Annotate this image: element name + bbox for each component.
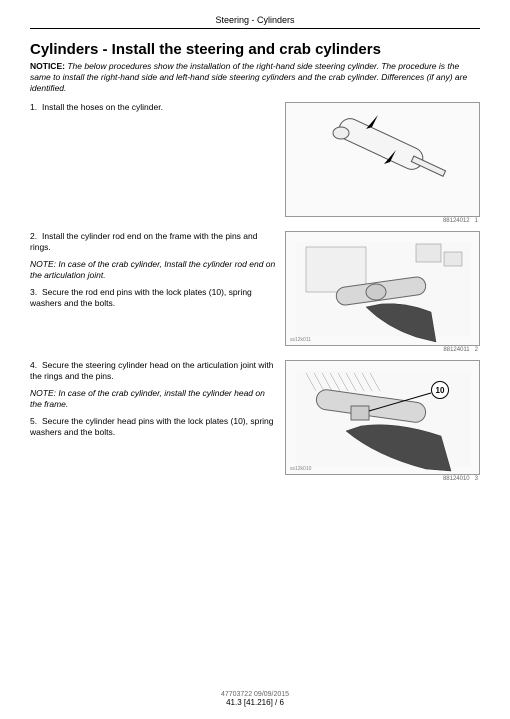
note-2-text: In case of the crab cylinder, install th… [30,388,265,409]
figure-3-inner-label: ss12k010 [290,466,311,472]
page-footer: 47703722 09/09/2015 41.3 [41.216] / 6 [0,691,510,707]
step-4-5-text-block: 4.Secure the steering cylinder head on t… [30,360,285,444]
figure-1 [285,102,480,217]
figure-3-ref-right: 88124010 [443,476,470,482]
header-divider [30,28,480,29]
figure-3: 10 ss12k010 [285,360,480,475]
step-3: 3.Secure the rod end pins with the lock … [30,287,277,309]
figure-1-ref-right: 88124012 [443,218,470,224]
step-3-text: Secure the rod end pins with the lock pl… [30,287,252,308]
figure-1-caption: 88124012 1 [285,217,480,225]
cylinder-illustration-3 [286,361,481,476]
page-header: Steering - Cylinders [30,15,480,25]
notice-text: The below procedures show the installati… [30,61,467,93]
note-1-text: In case of the crab cylinder, Install th… [30,259,275,280]
figure-2-caption: 88124011 2 [285,346,480,354]
step-5-text: Secure the cylinder head pins with the l… [30,416,274,437]
step-1-text: Install the hoses on the cylinder. [42,102,163,112]
step-4-5-row: 4.Secure the steering cylinder head on t… [30,360,480,483]
figure-2-inner-label: ss12k011 [290,337,311,343]
cylinder-illustration-2 [286,232,481,347]
step-2: 2.Install the cylinder rod end on the fr… [30,231,277,253]
step-4: 4.Secure the steering cylinder head on t… [30,360,277,382]
section-title: Cylinders - Install the steering and cra… [30,41,480,58]
step-4-num: 4. [30,360,42,371]
step-1: 1.Install the hoses on the cylinder. [30,102,277,113]
step-1-text-block: 1.Install the hoses on the cylinder. [30,102,285,119]
figure-2-ref-right: 88124011 [443,347,469,353]
step-5-num: 5. [30,416,42,427]
step-2-num: 2. [30,231,42,242]
figure-3-index: 3 [475,476,478,482]
note-2: NOTE: In case of the crab cylinder, inst… [30,388,277,410]
figure-3-box: 10 ss12k010 88124010 3 [285,360,480,483]
figure-3-caption: 88124010 3 [285,475,480,483]
step-4-text: Secure the steering cylinder head on the… [30,360,274,381]
cylinder-illustration-1 [286,103,481,218]
step-1-num: 1. [30,102,42,113]
figure-2-index: 2 [475,347,478,353]
footer-docinfo: 47703722 09/09/2015 [0,691,510,698]
figure-1-index: 1 [475,218,478,224]
figure-2-box: ss12k011 88124011 2 [285,231,480,354]
note-1-label: NOTE: [30,259,56,269]
callout-10-number: 10 [436,386,445,395]
step-3-num: 3. [30,287,42,298]
step-2-3-text-block: 2.Install the cylinder rod end on the fr… [30,231,285,315]
step-2-3-row: 2.Install the cylinder rod end on the fr… [30,231,480,354]
figure-1-box: 88124012 1 [285,102,480,225]
step-5: 5.Secure the cylinder head pins with the… [30,416,277,438]
note-2-label: NOTE: [30,388,56,398]
figure-2: ss12k011 [285,231,480,346]
note-1: NOTE: In case of the crab cylinder, Inst… [30,259,277,281]
footer-pagenum: 41.3 [41.216] / 6 [0,698,510,707]
step-1-row: 1.Install the hoses on the cylinder. 881… [30,102,480,225]
step-2-text: Install the cylinder rod end on the fram… [30,231,257,252]
notice-label: NOTICE: [30,61,65,71]
notice-block: NOTICE: The below procedures show the in… [30,61,480,94]
